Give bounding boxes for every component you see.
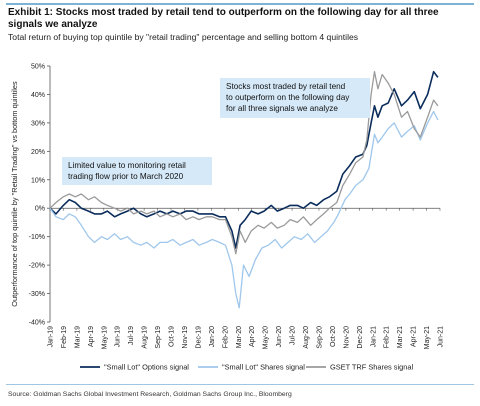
y-tick-label: 30% bbox=[31, 120, 45, 127]
x-tick-label: Apr-20 bbox=[249, 326, 256, 347]
y-tick-label: -30% bbox=[29, 291, 45, 298]
x-tick-label: Jul-19 bbox=[128, 326, 135, 345]
series-line-1 bbox=[49, 70, 439, 249]
x-tick-label: Apr-19 bbox=[88, 326, 95, 347]
x-tick-label: Mar-19 bbox=[74, 326, 81, 348]
legend-label-3: GSET TRF Shares signal bbox=[330, 363, 413, 372]
x-tick-label: Oct-20 bbox=[330, 326, 337, 347]
x-tick-label: Jun-20 bbox=[276, 326, 283, 348]
x-tick-label: Oct-19 bbox=[169, 326, 176, 347]
top-rule bbox=[6, 3, 474, 5]
annotation-text-line: Stocks most traded by retail tend bbox=[226, 82, 346, 91]
x-tick-label: Jan-21 bbox=[370, 326, 377, 348]
annotation-box-2 bbox=[62, 157, 212, 185]
x-tick-label: Jun-21 bbox=[438, 326, 445, 348]
legend-label-1: "Small Lot" Options signal bbox=[104, 363, 189, 372]
x-tick-label: Feb-21 bbox=[384, 326, 391, 348]
y-tick-label: -10% bbox=[29, 234, 45, 241]
annotation-box-1 bbox=[220, 78, 370, 118]
series-line-3 bbox=[49, 71, 439, 255]
x-tick-label: Sep-20 bbox=[316, 326, 323, 349]
x-tick-label: Mar-21 bbox=[397, 326, 404, 348]
annotation-text-line: to outperform on the following day bbox=[226, 93, 350, 102]
annotation-text-line: Limited value to monitoring retail bbox=[68, 161, 186, 170]
y-tick-label: 40% bbox=[31, 92, 45, 99]
x-tick-label: May-19 bbox=[101, 326, 108, 349]
x-tick-label: Mar-20 bbox=[236, 326, 243, 348]
x-tick-label: Aug-19 bbox=[142, 326, 149, 349]
x-tick-label: Jul-20 bbox=[290, 326, 297, 345]
x-tick-label: Aug-20 bbox=[303, 326, 310, 349]
x-tick-label: Jun-19 bbox=[115, 326, 122, 348]
y-tick-label: 10% bbox=[31, 177, 45, 184]
x-tick-label: Sep-19 bbox=[155, 326, 162, 349]
annotation-text-line: for all three signals we analyze bbox=[226, 104, 338, 113]
legend-label-2: "Small Lot" Shares signal bbox=[222, 363, 305, 372]
y-tick-label: -20% bbox=[29, 263, 45, 270]
x-tick-label: Jan-20 bbox=[209, 326, 216, 348]
y-tick-label: 50% bbox=[31, 64, 45, 71]
source-note: Source: Goldman Sachs Global Investment … bbox=[8, 391, 292, 398]
x-tick-label: Nov-20 bbox=[343, 326, 350, 349]
annotation-text-line: trading flow prior to March 2020 bbox=[68, 172, 184, 181]
bottom-rule bbox=[6, 384, 474, 385]
x-tick-label: Nov-19 bbox=[182, 326, 189, 349]
x-tick-label: Dec-19 bbox=[195, 326, 202, 349]
chart-title: Exhibit 1: Stocks most traded by retail … bbox=[8, 7, 439, 30]
x-tick-label: Apr-21 bbox=[411, 326, 418, 347]
series-line-2 bbox=[49, 110, 439, 309]
y-tick-label: -40% bbox=[29, 320, 45, 327]
y-tick-label: 0% bbox=[35, 206, 45, 213]
x-tick-label: Feb-19 bbox=[61, 326, 68, 348]
x-tick-label: May-20 bbox=[263, 326, 270, 349]
x-tick-label: May-21 bbox=[424, 326, 431, 349]
y-tick-label: 20% bbox=[31, 149, 45, 156]
y-axis-label: Outperformance of top quintile by "Retai… bbox=[10, 81, 19, 307]
chart-subtitle: Total return of buying top quintile by "… bbox=[8, 32, 359, 42]
x-tick-label: Feb-20 bbox=[222, 326, 229, 348]
x-tick-label: Dec-20 bbox=[357, 326, 364, 349]
x-tick-label: Jan-19 bbox=[48, 326, 55, 348]
